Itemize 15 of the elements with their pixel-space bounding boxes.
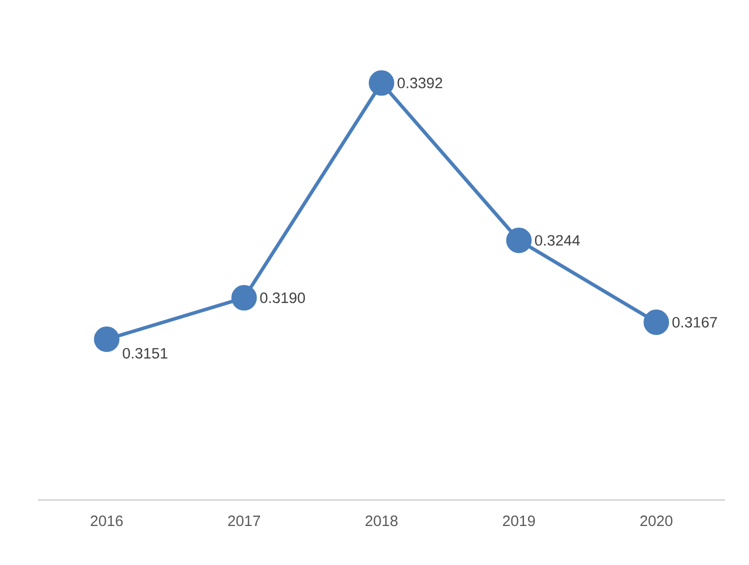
x-tick-label: 2020 bbox=[640, 516, 672, 526]
x-tick-label: 2019 bbox=[502, 516, 535, 526]
data-label: 0.3167 bbox=[672, 316, 717, 328]
x-tick-label: 2017 bbox=[228, 516, 260, 526]
point bbox=[368, 70, 394, 96]
point bbox=[231, 285, 257, 311]
data-label: 0.3392 bbox=[398, 78, 442, 88]
data-label: 0.3244 bbox=[535, 235, 580, 246]
point bbox=[506, 228, 532, 254]
x-tick-label: 2016 bbox=[90, 516, 123, 526]
x-tick-label: 2018 bbox=[366, 516, 398, 526]
point bbox=[94, 326, 120, 352]
point bbox=[644, 310, 670, 336]
data-label: 0.3151 bbox=[122, 348, 168, 359]
data-label: 0.3190 bbox=[260, 292, 305, 304]
